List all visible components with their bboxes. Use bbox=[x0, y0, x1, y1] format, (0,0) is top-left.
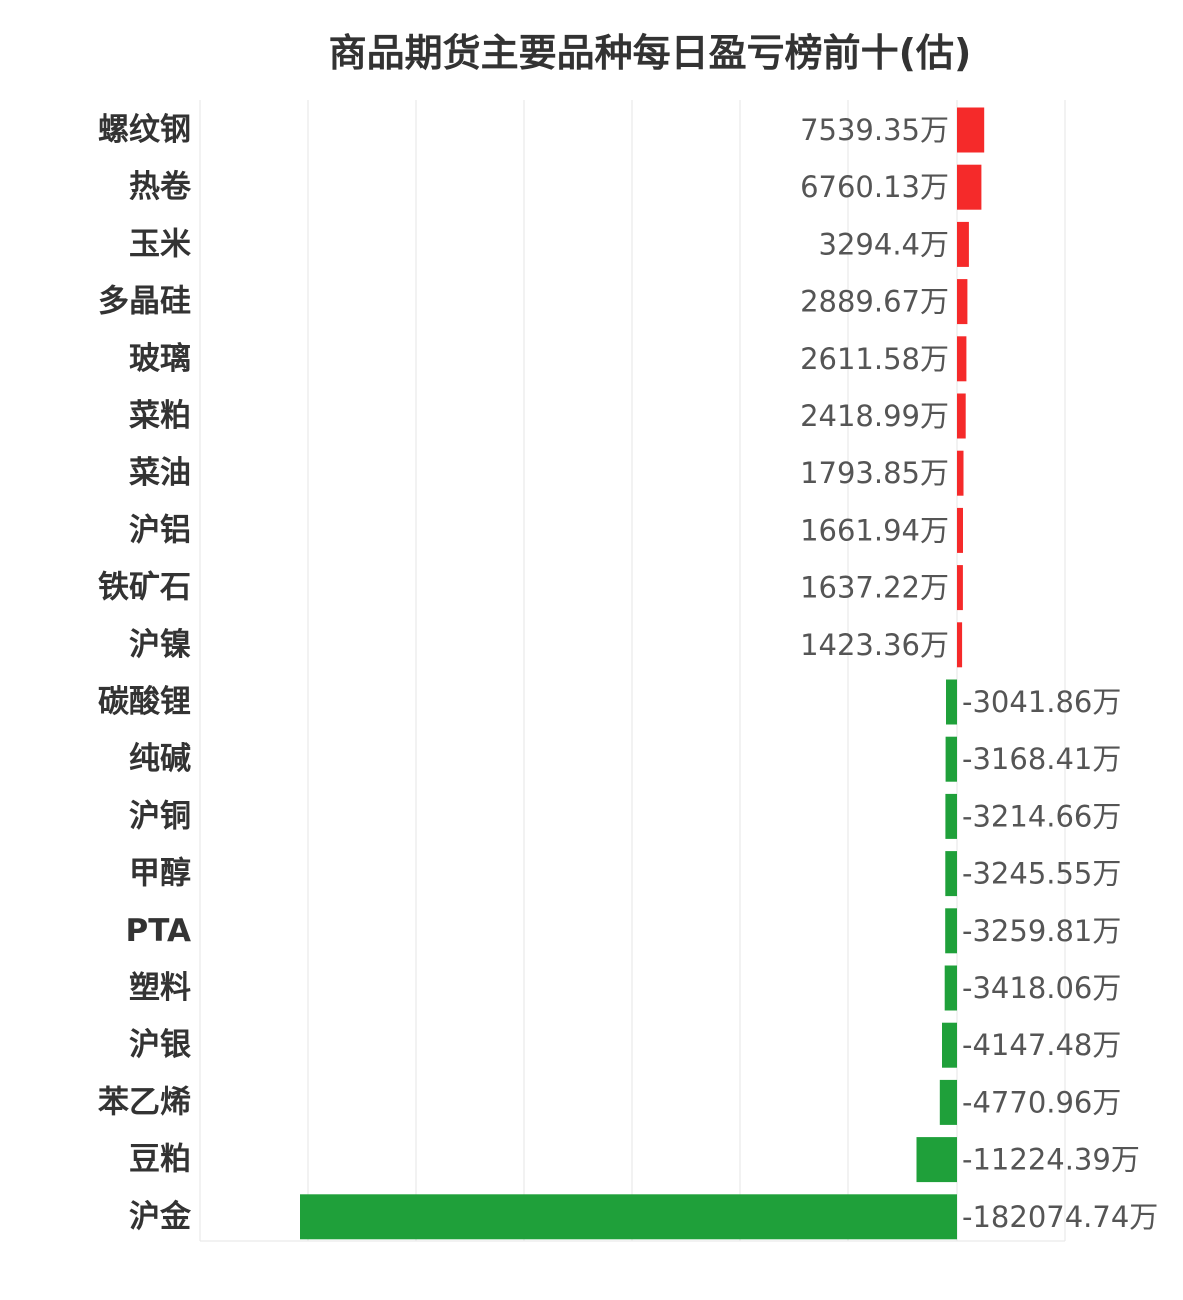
category-label-13: 甲醇 bbox=[129, 856, 191, 892]
value-label-18: -11224.39万 bbox=[962, 1143, 1140, 1177]
value-label-12: -3214.66万 bbox=[962, 799, 1121, 833]
bar-5 bbox=[957, 393, 966, 439]
value-label-10: -3041.86万 bbox=[962, 685, 1121, 719]
bar-7 bbox=[957, 507, 963, 553]
bar-0 bbox=[957, 107, 985, 153]
bar-2 bbox=[957, 221, 969, 267]
category-label-7: 沪铝 bbox=[129, 512, 191, 548]
category-label-9: 沪镍 bbox=[129, 627, 191, 663]
value-label-1: 6760.13万 bbox=[800, 170, 949, 204]
bar-10 bbox=[946, 679, 957, 725]
category-label-6: 菜油 bbox=[129, 455, 191, 491]
bar-15 bbox=[944, 965, 957, 1011]
value-label-9: 1423.36万 bbox=[800, 628, 949, 662]
bar-13 bbox=[945, 851, 957, 897]
category-label-0: 螺纹钢 bbox=[98, 112, 191, 148]
chart-title: 商品期货主要品种每日盈亏榜前十(估) bbox=[328, 31, 972, 75]
value-label-8: 1637.22万 bbox=[800, 571, 949, 605]
value-label-0: 7539.35万 bbox=[800, 113, 949, 147]
value-label-3: 2889.67万 bbox=[800, 285, 949, 319]
bar-6 bbox=[957, 450, 964, 496]
value-label-15: -3418.06万 bbox=[962, 971, 1121, 1005]
category-label-10: 碳酸锂 bbox=[98, 684, 191, 720]
category-label-15: 塑料 bbox=[129, 970, 191, 1006]
category-label-11: 纯碱 bbox=[129, 741, 191, 777]
bar-1 bbox=[957, 164, 982, 210]
category-label-3: 多晶硅 bbox=[98, 284, 191, 320]
category-label-16: 沪银 bbox=[129, 1027, 191, 1063]
category-label-5: 菜粕 bbox=[129, 398, 191, 434]
bar-9 bbox=[957, 622, 963, 668]
value-label-14: -3259.81万 bbox=[962, 914, 1121, 948]
category-label-18: 豆粕 bbox=[129, 1142, 191, 1178]
bar-8 bbox=[957, 565, 963, 611]
category-label-1: 热卷 bbox=[129, 169, 192, 205]
category-label-4: 玻璃 bbox=[129, 341, 191, 377]
bar-18 bbox=[916, 1137, 957, 1183]
category-label-14: PTA bbox=[126, 913, 191, 949]
bar-19 bbox=[300, 1194, 957, 1240]
category-label-17: 苯乙烯 bbox=[98, 1084, 191, 1120]
value-label-2: 3294.4万 bbox=[819, 227, 949, 261]
value-label-17: -4770.96万 bbox=[962, 1085, 1121, 1119]
value-label-6: 1793.85万 bbox=[800, 456, 949, 490]
value-label-11: -3168.41万 bbox=[962, 742, 1121, 776]
bar-4 bbox=[957, 336, 967, 382]
category-label-12: 沪铜 bbox=[129, 798, 191, 834]
bar-3 bbox=[957, 279, 968, 325]
value-label-5: 2418.99万 bbox=[800, 399, 949, 433]
bar-17 bbox=[939, 1079, 957, 1125]
bar-layer bbox=[300, 107, 985, 1240]
bar-16 bbox=[942, 1022, 957, 1068]
value-label-4: 2611.58万 bbox=[800, 342, 949, 376]
grid-layer bbox=[199, 100, 1066, 1242]
bar-11 bbox=[945, 736, 957, 782]
category-label-8: 铁矿石 bbox=[98, 570, 191, 606]
category-label-2: 玉米 bbox=[129, 226, 191, 262]
value-label-16: -4147.48万 bbox=[962, 1028, 1121, 1062]
value-label-19: -182074.74万 bbox=[962, 1200, 1158, 1234]
value-label-7: 1661.94万 bbox=[800, 513, 949, 547]
category-label-19: 沪金 bbox=[129, 1199, 192, 1235]
bar-14 bbox=[945, 908, 957, 954]
value-label-13: -3245.55万 bbox=[962, 857, 1121, 891]
bar-12 bbox=[945, 793, 957, 839]
